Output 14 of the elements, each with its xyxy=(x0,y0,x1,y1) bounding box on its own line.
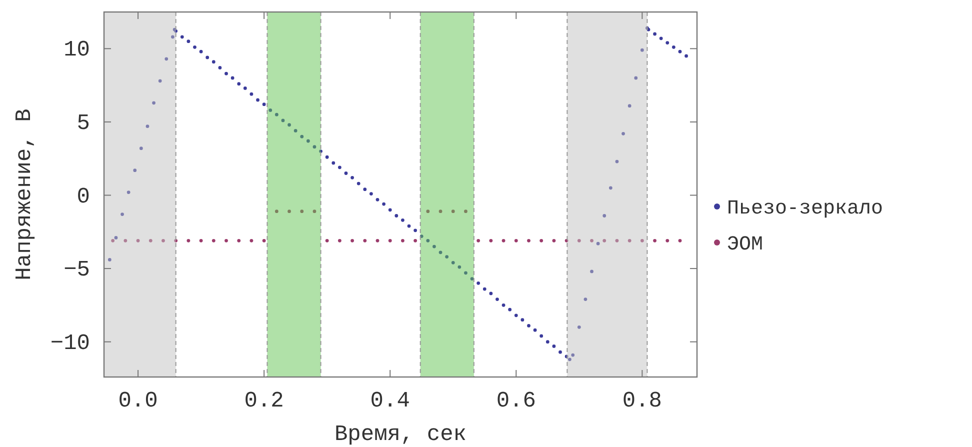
x-tick-label: 0.6 xyxy=(496,388,536,414)
y-tick-label: −10 xyxy=(50,330,90,356)
y-tick-label: 0 xyxy=(76,184,90,210)
x-tick-label: 0.8 xyxy=(622,388,662,414)
legend-label: ЭОМ xyxy=(727,234,764,256)
y-tick-label: 10 xyxy=(64,38,90,63)
x-tick-label: 0.4 xyxy=(370,388,410,414)
x-tick-label: 0.0 xyxy=(118,388,158,414)
y-tick-label: 5 xyxy=(76,110,90,136)
y-axis-title: Напряжение, В xyxy=(12,108,37,280)
legend-label: Пьезо-зеркало xyxy=(727,198,884,220)
y-tick-label: −5 xyxy=(64,258,90,283)
x-tick-label: 0.2 xyxy=(244,388,284,414)
x-axis-title: Время, сек xyxy=(334,422,467,447)
